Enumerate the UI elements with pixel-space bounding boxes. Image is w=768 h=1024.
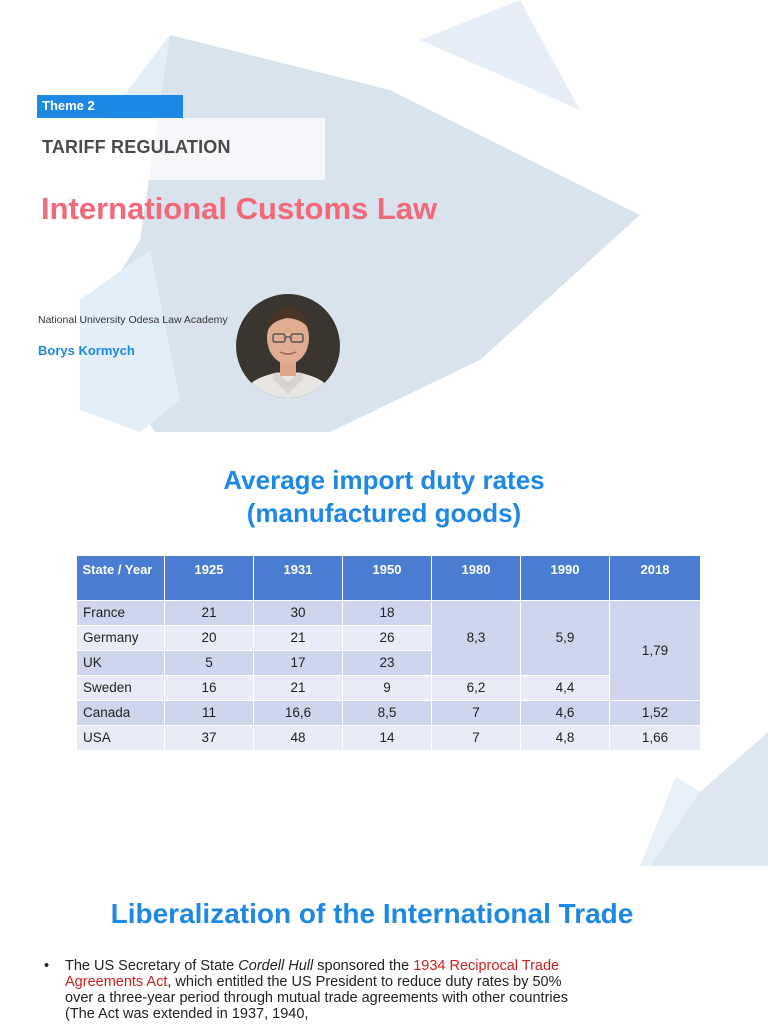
table-row: Sweden 16 21 9 6,2 4,4 bbox=[76, 674, 701, 701]
section-title: TARIFF REGULATION bbox=[42, 137, 231, 157]
section-title-box bbox=[37, 118, 325, 180]
author-name: Borys Kormych bbox=[38, 343, 135, 358]
country-cell: Sweden bbox=[76, 674, 165, 701]
slide-title: Liberalization of the International Trad… bbox=[110, 898, 634, 929]
table-cell: 7 bbox=[431, 724, 521, 751]
table-cell: 9 bbox=[342, 674, 432, 701]
slide-title: Average import duty rates (manufactured … bbox=[0, 464, 768, 530]
column-header: 1931 bbox=[253, 556, 343, 600]
title-slide: Theme 2 TARIFF REGULATION International … bbox=[0, 0, 768, 432]
bullet-text-part: sponsored the bbox=[313, 958, 414, 974]
table-cell: 26 bbox=[342, 624, 432, 651]
table-cell: 20 bbox=[164, 624, 254, 651]
merged-cell-1990: 5,9 bbox=[520, 599, 610, 676]
title-line-2: (manufactured goods) bbox=[246, 498, 522, 528]
duty-rates-table: State / Year 1925 1931 1950 1980 1990 20… bbox=[76, 556, 701, 751]
table-row: France 21 30 18 8,3 5,9 1,79 bbox=[76, 599, 701, 701]
merged-cell-1980: 8,3 bbox=[431, 599, 521, 676]
table-cell: 16,6 bbox=[253, 699, 343, 726]
corner-shapes bbox=[640, 732, 768, 866]
author-photo bbox=[236, 294, 340, 398]
column-header: 2018 bbox=[609, 556, 701, 600]
table-cell: 21 bbox=[164, 599, 254, 626]
column-header: 1990 bbox=[520, 556, 610, 600]
merged-cell-2018: 1,79 bbox=[609, 599, 701, 701]
slide-title: International Customs Law bbox=[41, 191, 438, 226]
column-header: 1950 bbox=[342, 556, 432, 600]
table-cell: 21 bbox=[253, 624, 343, 651]
table-cell: 4,4 bbox=[520, 674, 610, 701]
liberalization-slide: Liberalization of the International Trad… bbox=[0, 866, 768, 1024]
column-header: State / Year bbox=[76, 556, 165, 600]
table-cell: 1,52 bbox=[609, 699, 701, 726]
duty-rates-slide: Average import duty rates (manufactured … bbox=[0, 432, 768, 866]
table-cell: 4,6 bbox=[520, 699, 610, 726]
person-name: Cordell Hull bbox=[238, 958, 314, 974]
theme-badge: Theme 2 bbox=[37, 95, 183, 118]
table-cell: 4,8 bbox=[520, 724, 610, 751]
table-cell: 6,2 bbox=[431, 674, 521, 701]
table-cell: 17 bbox=[253, 649, 343, 676]
table-cell: 23 bbox=[342, 649, 432, 676]
title-line-1: Average import duty rates bbox=[223, 465, 545, 495]
country-cell: UK bbox=[76, 649, 165, 676]
table-cell: 48 bbox=[253, 724, 343, 751]
bullet-text-part: The US Secretary of State bbox=[65, 958, 239, 974]
table-cell: 37 bbox=[164, 724, 254, 751]
table-row: UK 5 17 23 bbox=[76, 649, 701, 676]
table-cell: 14 bbox=[342, 724, 432, 751]
column-header: 1925 bbox=[164, 556, 254, 600]
table-cell: 18 bbox=[342, 599, 432, 626]
bullet-item: • The US Secretary of State Cordell Hull… bbox=[44, 958, 574, 1022]
bullet-marker: • bbox=[44, 958, 50, 974]
table-cell: 5 bbox=[164, 649, 254, 676]
table-cell: 16 bbox=[164, 674, 254, 701]
country-cell: Canada bbox=[76, 699, 165, 726]
bullet-text-part: , which entitled the US President to red… bbox=[65, 974, 568, 1022]
bullet-text: The US Secretary of State Cordell Hull s… bbox=[65, 958, 574, 1022]
table-cell: 1,66 bbox=[609, 724, 701, 751]
column-header: 1980 bbox=[431, 556, 521, 600]
table-cell: 8,5 bbox=[342, 699, 432, 726]
university-name: National University Odesa Law Academy bbox=[38, 314, 228, 326]
country-cell: France bbox=[76, 599, 165, 626]
table-cell: 11 bbox=[164, 699, 254, 726]
table-row: USA 37 48 14 7 4,8 1,66 bbox=[76, 724, 701, 751]
country-cell: Germany bbox=[76, 624, 165, 651]
table-cell: 21 bbox=[253, 674, 343, 701]
table-header-row: State / Year 1925 1931 1950 1980 1990 20… bbox=[76, 556, 701, 600]
table-cell: 7 bbox=[431, 699, 521, 726]
act-name: 1934 Reciprocal Trade Agreements Act bbox=[65, 958, 560, 990]
table-row: Germany 20 21 26 bbox=[76, 624, 701, 651]
table-row: Canada 11 16,6 8,5 7 4,6 1,52 bbox=[76, 699, 701, 726]
table-cell: 30 bbox=[253, 599, 343, 626]
country-cell: USA bbox=[76, 724, 165, 751]
